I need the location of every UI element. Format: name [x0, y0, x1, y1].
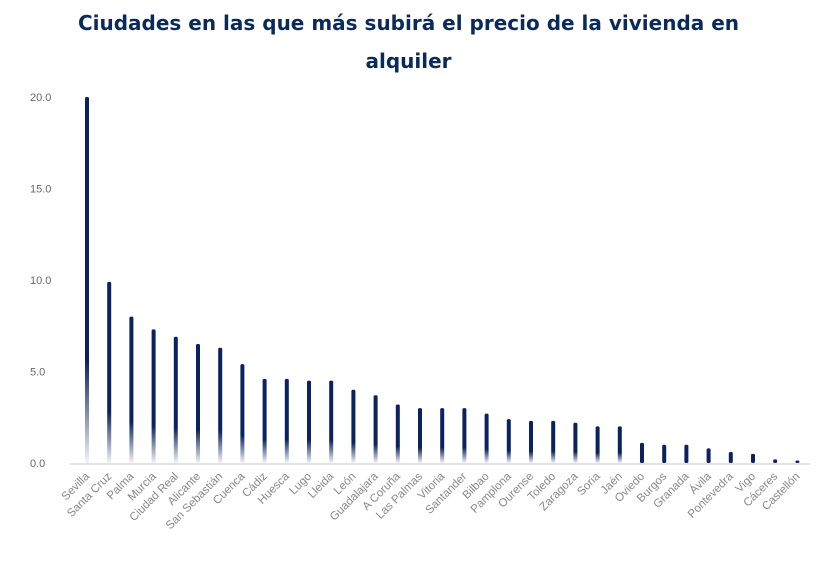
bar	[151, 329, 156, 463]
bar	[551, 420, 556, 463]
bar	[462, 408, 467, 463]
bar	[484, 413, 489, 463]
bar	[218, 347, 223, 463]
y-tick-label: 5.0	[30, 367, 45, 379]
x-tick-label: Lleida	[306, 470, 337, 501]
bar	[795, 460, 800, 463]
y-tick-label: 0.0	[30, 458, 45, 470]
bar	[329, 380, 334, 463]
chart-title-line-1: Ciudades en las que más subirá el precio…	[77, 11, 740, 35]
bar	[129, 316, 134, 463]
bar	[107, 281, 112, 463]
bar	[595, 426, 600, 463]
bar	[85, 97, 89, 463]
bar	[529, 420, 533, 463]
bar	[196, 344, 200, 463]
bar	[573, 422, 578, 463]
bar	[440, 408, 445, 463]
bar	[751, 453, 755, 463]
bar	[351, 389, 356, 463]
y-axis: 0.0 5.0 10.0 15.0 20.0	[30, 92, 51, 470]
bar	[773, 459, 778, 463]
bar	[262, 378, 267, 463]
bar	[373, 395, 378, 463]
y-tick-label: 15.0	[30, 184, 51, 196]
bar	[284, 378, 289, 463]
bar	[684, 444, 689, 463]
chart-title-line-2: alquiler	[365, 49, 452, 73]
bar	[173, 336, 178, 463]
bar	[395, 404, 400, 463]
bar	[662, 444, 667, 463]
bar	[728, 452, 733, 463]
bar	[640, 442, 644, 463]
y-tick-label: 20.0	[30, 92, 51, 104]
bar	[307, 380, 311, 463]
chart-title: Ciudades en las que más subirá el precio…	[0, 4, 817, 80]
y-tick-label: 10.0	[30, 275, 51, 287]
bars	[85, 97, 800, 463]
x-tick-label: Soria	[575, 470, 603, 498]
bar	[240, 364, 245, 463]
bar	[617, 426, 622, 463]
bar	[506, 419, 511, 463]
bar	[706, 448, 711, 463]
bar	[418, 408, 422, 463]
